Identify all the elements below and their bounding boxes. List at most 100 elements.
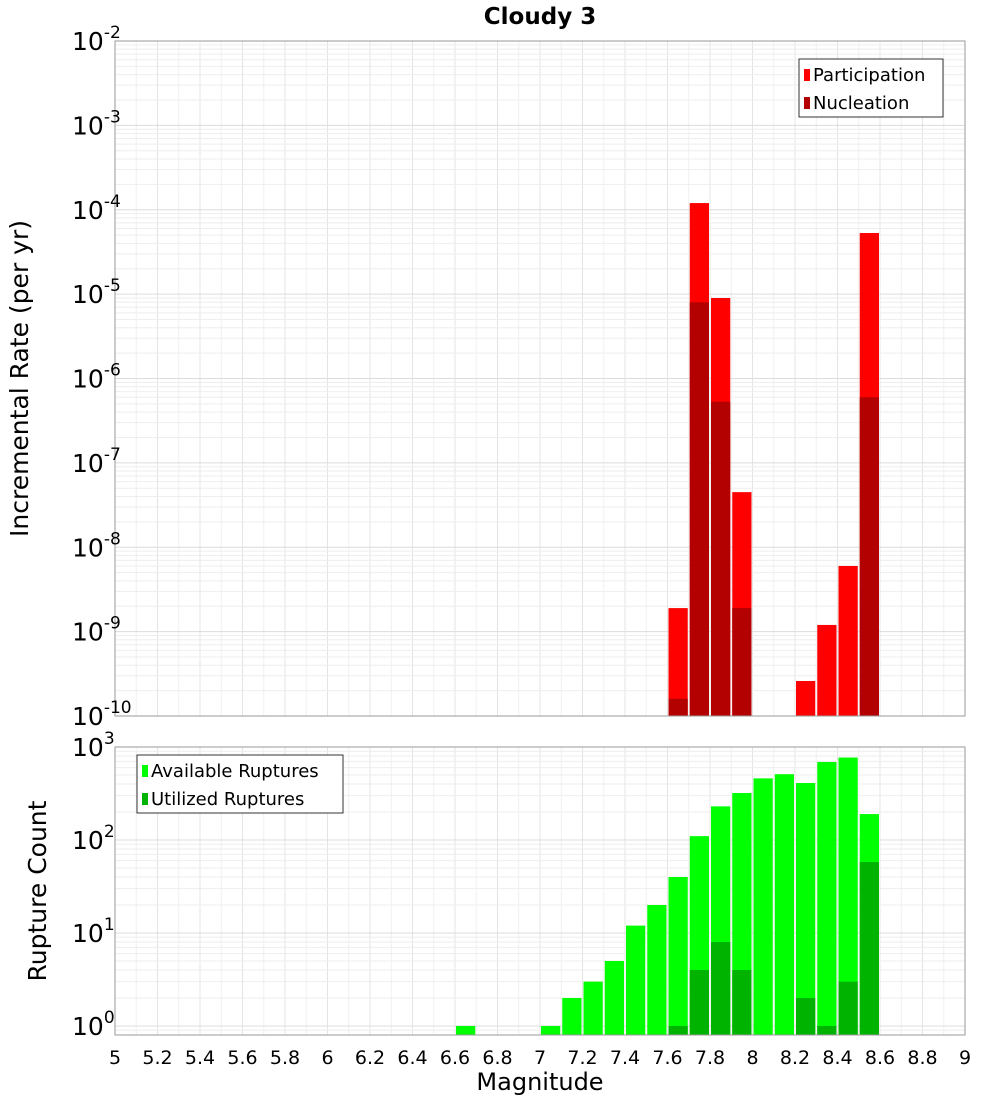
bar (817, 761, 837, 1035)
x-axis-label: Magnitude (476, 1068, 603, 1096)
bar (817, 624, 837, 716)
x-tick-label: 7.8 (695, 1047, 725, 1069)
x-tick-label: 6.8 (482, 1047, 512, 1069)
y-tick-label: 103 (72, 729, 115, 762)
legend: Available Ruptures Utilized Ruptures (136, 754, 344, 814)
bar (668, 1025, 688, 1035)
grid-lines (114, 40, 966, 717)
y-tick-base: 10 (72, 280, 104, 309)
x-tick-label: 7.2 (567, 1047, 597, 1069)
y-tick-label: 10-4 (72, 192, 121, 225)
y-tick-base: 10 (72, 826, 104, 855)
x-tick-label: 5.4 (185, 1047, 215, 1069)
bar (541, 1025, 561, 1035)
y-axis-label: Rupture Count (23, 800, 52, 981)
y-tick-base: 10 (72, 27, 104, 56)
y-tick-base: 10 (72, 702, 104, 731)
plot-frame (114, 40, 966, 717)
y-tick-base: 10 (72, 533, 104, 562)
legend-box (136, 754, 344, 814)
y-tick-exponent: -4 (104, 192, 121, 212)
x-tick-label: 6.6 (440, 1047, 470, 1069)
x-tick-label: 8.2 (780, 1047, 810, 1069)
y-tick-base: 10 (72, 919, 104, 948)
bar (626, 925, 646, 1035)
bar (647, 904, 667, 1035)
y-tick-exponent: -2 (104, 23, 121, 43)
legend-box (798, 58, 944, 118)
y-tick-label: 100 (72, 1008, 115, 1041)
x-tick-label: 9 (959, 1047, 971, 1069)
y-tick-label: 10-9 (72, 614, 121, 647)
y-tick-label: 10-10 (72, 698, 132, 731)
bar (711, 401, 731, 716)
y-tick-label: 10-7 (72, 445, 121, 478)
bar (753, 778, 773, 1035)
x-tick-label: 5.8 (270, 1047, 300, 1069)
bar (732, 969, 752, 1035)
legend: Participation Nucleation (798, 58, 944, 118)
y-tick-exponent: -8 (104, 529, 121, 549)
legend-swatch (142, 765, 148, 777)
series-utilized-ruptures (668, 861, 879, 1035)
y-tick-base: 10 (72, 1012, 104, 1041)
legend-label: Utilized Ruptures (151, 789, 304, 810)
x-tick-label: 7.4 (610, 1047, 640, 1069)
bar (838, 981, 858, 1035)
chart-title: Cloudy 3 (484, 4, 596, 30)
y-tick-base: 10 (72, 618, 104, 647)
y-tick-exponent: 0 (104, 1008, 115, 1028)
y-tick-exponent: -3 (104, 107, 121, 127)
x-tick-label: 7.6 (652, 1047, 682, 1069)
y-tick-label: 10-2 (72, 23, 121, 56)
x-tick-label: 6 (321, 1047, 333, 1069)
y-tick-exponent: -6 (104, 361, 121, 381)
y-tick-base: 10 (72, 733, 104, 762)
x-tick-label: 5.2 (142, 1047, 172, 1069)
bar (583, 981, 603, 1035)
bar (859, 861, 879, 1035)
legend-label: Nucleation (813, 93, 909, 114)
bar (711, 942, 731, 1035)
bar (668, 698, 688, 716)
bar (689, 969, 709, 1035)
y-tick-exponent: -9 (104, 614, 121, 634)
legend-swatch (804, 69, 810, 81)
y-tick-base: 10 (72, 196, 104, 225)
chart-panel-1: 10-210-310-410-510-610-710-810-910-10Inc… (5, 4, 966, 731)
y-tick-exponent: -7 (104, 445, 121, 465)
y-tick-exponent: 2 (104, 822, 115, 842)
series-available-ruptures (456, 757, 879, 1035)
legend-swatch (142, 793, 148, 805)
y-tick-label: 102 (72, 822, 115, 855)
x-tick-label: 8.8 (907, 1047, 937, 1069)
x-tick-label: 5.6 (227, 1047, 257, 1069)
y-tick-label: 10-5 (72, 276, 121, 309)
y-tick-exponent: -5 (104, 276, 121, 296)
y-tick-exponent: 3 (104, 729, 115, 749)
y-tick-label: 101 (72, 915, 115, 948)
bar (859, 397, 879, 716)
bar (732, 608, 752, 716)
bar (668, 608, 688, 716)
bar (562, 997, 582, 1035)
y-tick-base: 10 (72, 111, 104, 140)
bar (689, 302, 709, 716)
x-tick-label: 8.4 (822, 1047, 852, 1069)
bar (774, 774, 794, 1035)
legend-label: Available Ruptures (151, 761, 319, 782)
bar (456, 1025, 476, 1035)
bar (796, 680, 816, 716)
x-tick-label: 6.4 (397, 1047, 427, 1069)
y-tick-base: 10 (72, 449, 104, 478)
y-tick-base: 10 (72, 365, 104, 394)
bar (817, 1025, 837, 1035)
y-axis-label: Incremental Rate (per yr) (5, 220, 34, 537)
y-tick-label: 10-6 (72, 361, 121, 394)
bar (838, 565, 858, 716)
bar (604, 960, 624, 1035)
y-tick-label: 10-8 (72, 529, 121, 562)
